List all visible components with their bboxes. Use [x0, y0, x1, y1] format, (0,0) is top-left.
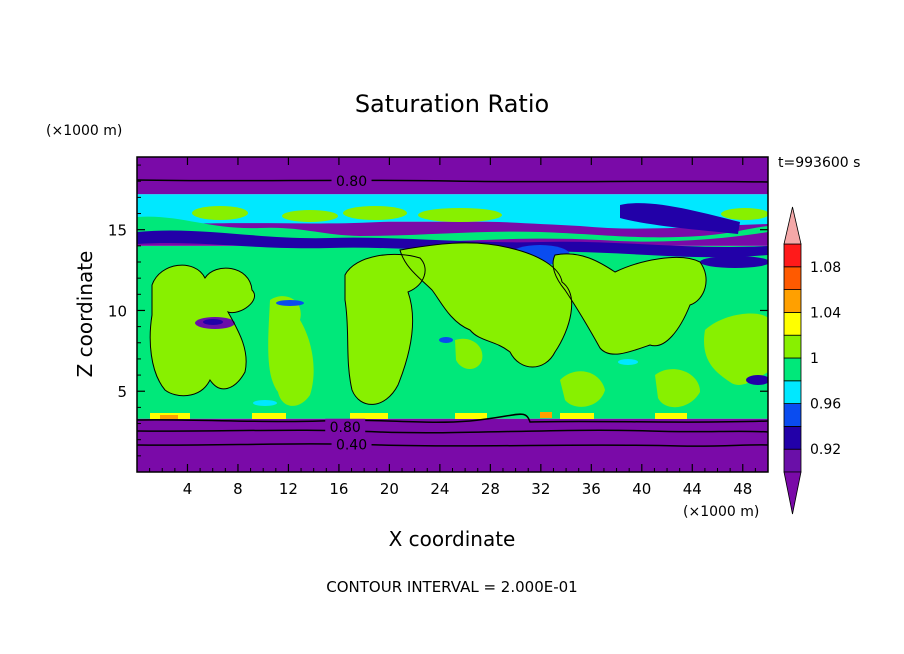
x-unit-label: (×1000 m) — [683, 504, 759, 520]
contour-label-0: 0.80 — [336, 174, 367, 190]
x-tick-label-5: 24 — [430, 480, 449, 498]
colorbar-tick-label-0: 0.92 — [810, 442, 841, 458]
y-tick-label-2: 15 — [108, 222, 127, 240]
colorbar-swatch-5 — [783, 334, 802, 359]
contour-plot-area: 0.80 0.80 0.40 — [137, 157, 768, 472]
x-axis: 4 8 12 16 20 24 28 32 36 40 44 48 — [149, 157, 756, 498]
x-tick-label-2: 12 — [279, 480, 298, 498]
contour-label-bg-1 — [325, 418, 366, 434]
contour-label-1: 0.80 — [330, 420, 361, 436]
y-unit-label: (×1000 m) — [46, 123, 122, 139]
contour-interval-footer: CONTOUR INTERVAL = 2.000E-01 — [326, 578, 577, 596]
colorbar-swatch-8 — [783, 266, 802, 290]
x-tick-label-7: 32 — [531, 480, 550, 498]
contour-label-bg-2 — [331, 436, 372, 452]
colorbar-swatch-0 — [783, 448, 802, 473]
y-axis: 5 10 15 — [108, 164, 768, 457]
cloud-contours — [149, 242, 707, 405]
x-axis-label: X coordinate — [389, 527, 516, 551]
x-tick-label-10: 44 — [683, 480, 702, 498]
contour-field-shapes — [137, 203, 768, 419]
x-tick-label-9: 40 — [632, 480, 651, 498]
colorbar-over-arrow — [783, 206, 802, 245]
colorbar-swatch-9 — [783, 243, 802, 268]
colorbar-legend: 0.92 0.96 1 1.04 1.08 — [783, 206, 841, 515]
colorbar-swatch-1 — [783, 425, 802, 450]
x-tick-label-6: 28 — [481, 480, 500, 498]
x-tick-label-11: 48 — [733, 480, 752, 498]
x-tick-label-8: 36 — [582, 480, 601, 498]
contour-lines — [137, 179, 768, 447]
colorbar-swatch-7 — [783, 289, 802, 313]
y-tick-label-1: 10 — [108, 302, 127, 320]
contour-label-2: 0.40 — [336, 438, 367, 454]
colorbar-tick-label-4: 1.08 — [810, 260, 841, 276]
chart-title: Saturation Ratio — [355, 90, 549, 118]
colorbar-swatch-3 — [783, 380, 802, 404]
x-tick-label-3: 16 — [329, 480, 348, 498]
x-tick-label-4: 20 — [380, 480, 399, 498]
colorbar-swatch-2 — [783, 403, 802, 427]
colorbar-tick-label-2: 1 — [810, 351, 819, 367]
colorbar-under-arrow — [783, 471, 802, 515]
colorbar-swatch-4 — [783, 357, 802, 382]
contour-label-bg-0 — [331, 173, 372, 189]
colorbar-tick-label-1: 0.96 — [810, 397, 841, 413]
x-tick-label-1: 8 — [233, 480, 243, 498]
y-axis-label: Z coordinate — [73, 251, 97, 378]
x-tick-label-0: 4 — [183, 480, 193, 498]
time-label: t=993600 s — [778, 155, 860, 171]
y-tick-label-0: 5 — [117, 383, 127, 401]
band-4 — [137, 157, 768, 195]
colorbar-tick-label-3: 1.04 — [810, 305, 841, 321]
colorbar-swatch-6 — [783, 311, 802, 336]
